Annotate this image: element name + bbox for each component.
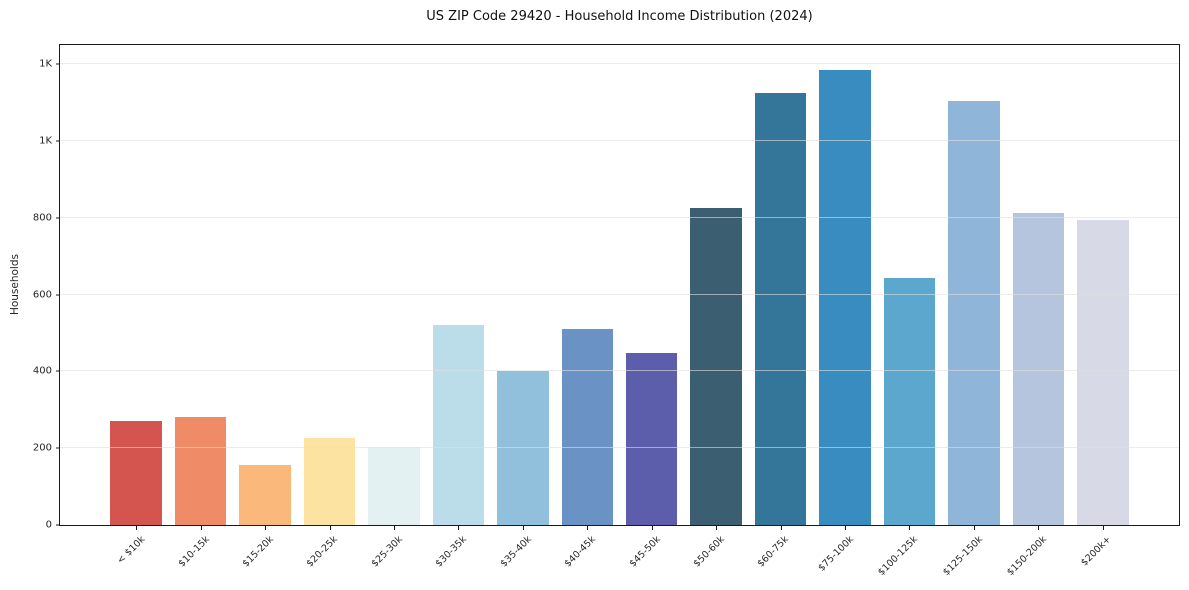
- bar-$125-150k: [948, 101, 1000, 525]
- bar-slot: $15-20k: [233, 45, 297, 569]
- y-axis-label: Households: [9, 254, 21, 316]
- bar-slot: $25-30k: [362, 45, 426, 569]
- x-tick-label: $200k+: [1079, 534, 1114, 569]
- y-tick-mark: [56, 63, 60, 65]
- x-tick-mark: [1038, 525, 1040, 530]
- bar-slot: $125-150k: [941, 45, 1006, 578]
- bar-$75-100k: [819, 69, 871, 525]
- x-tick-label: $20-25k: [304, 534, 341, 570]
- x-tick-label: $25-30k: [369, 534, 405, 570]
- x-tick-mark: [845, 525, 847, 530]
- x-tick-mark: [1102, 525, 1104, 530]
- y-tick-mark: [56, 217, 60, 219]
- bar-$100-125k: [883, 278, 936, 525]
- bar-$45-50k: [625, 352, 678, 525]
- x-tick-label: $10-15k: [175, 534, 212, 570]
- x-tick-mark: [587, 525, 589, 530]
- x-tick-label: $15-20k: [240, 534, 276, 570]
- bar-slot: $75-100k: [813, 45, 877, 574]
- chart-title: US ZIP Code 29420 - Household Income Dis…: [426, 9, 813, 24]
- y-tick-label: 1K: [39, 135, 52, 147]
- x-tick-label: $100-125k: [876, 534, 921, 579]
- y-tick-label: 400: [32, 365, 52, 377]
- bar-slot: $200k+: [1071, 45, 1135, 568]
- bar-slot: $50-60k: [684, 45, 748, 569]
- x-tick-label: $50-60k: [691, 534, 727, 570]
- x-tick-mark: [651, 525, 653, 530]
- bar-slot: $20-25k: [297, 45, 361, 569]
- y-tick-mark: [56, 524, 60, 526]
- x-tick-mark: [136, 525, 138, 530]
- y-tick-mark: [56, 370, 60, 372]
- y-tick-label: 600: [32, 289, 52, 301]
- bar-$25-30k: [368, 446, 420, 525]
- x-tick-mark: [716, 525, 718, 530]
- bar-slot: $45-50k: [620, 45, 684, 569]
- x-tick-label: $150-200k: [1005, 534, 1050, 579]
- x-tick-label: $125-150k: [940, 534, 985, 579]
- bar-slot: $150-200k: [1005, 45, 1070, 578]
- bar-$15-20k: [239, 464, 291, 525]
- x-tick-mark: [393, 525, 395, 530]
- y-tick-label: 0: [45, 519, 52, 531]
- bar-$60-75k: [754, 93, 807, 525]
- x-tick-mark: [780, 525, 782, 530]
- y-tick-label: 200: [32, 442, 52, 454]
- x-tick-mark: [909, 525, 911, 530]
- y-tick-label: 1K: [39, 58, 52, 70]
- bar-slot: $40-45k: [555, 45, 619, 569]
- bar-$10-15k: [174, 417, 227, 525]
- x-tick-label: $35-40k: [498, 534, 534, 570]
- x-tick-label: $75-100k: [816, 534, 856, 574]
- x-tick-label: $40-45k: [562, 534, 599, 570]
- bar-< $10k: [110, 421, 162, 525]
- bar-slot: $100-125k: [876, 45, 941, 578]
- bar-$200k+: [1077, 219, 1129, 525]
- y-tick-label: 800: [32, 212, 52, 224]
- y-tick-mark: [56, 447, 60, 449]
- bar-$30-35k: [432, 324, 485, 525]
- bars-row: < $10k $10-15k $15-20k $20-25k $25-30k $30-35…: [60, 45, 1179, 578]
- x-tick-label: < $10k: [114, 534, 147, 567]
- bar-$35-40k: [497, 371, 549, 525]
- bar-$50-60k: [690, 207, 742, 525]
- x-tick-mark: [200, 525, 202, 530]
- x-tick-mark: [522, 525, 524, 530]
- bar-slot: $10-15k: [168, 45, 232, 569]
- x-tick-mark: [458, 525, 460, 530]
- y-tick-mark: [56, 294, 60, 296]
- x-tick-label: $45-50k: [627, 534, 663, 570]
- x-tick-label: $30-35k: [433, 534, 470, 570]
- plot-area: < $10k $10-15k $15-20k $20-25k $25-30k $30-35…: [33, 44, 1180, 578]
- bar-$40-45k: [561, 329, 614, 525]
- bar-slot: $60-75k: [748, 45, 812, 569]
- y-tick-mark: [56, 140, 60, 142]
- x-tick-label: $60-75k: [755, 534, 792, 570]
- bar-slot: < $10k: [104, 45, 168, 566]
- bar-slot: $35-40k: [491, 45, 555, 569]
- x-tick-mark: [973, 525, 975, 530]
- bar-$150-200k: [1012, 212, 1065, 525]
- x-tick-mark: [329, 525, 331, 530]
- bar-slot: $30-35k: [426, 45, 490, 569]
- bar-$20-25k: [303, 438, 356, 525]
- x-tick-mark: [265, 525, 267, 530]
- y-axis-label-wrap: Households: [6, 44, 24, 526]
